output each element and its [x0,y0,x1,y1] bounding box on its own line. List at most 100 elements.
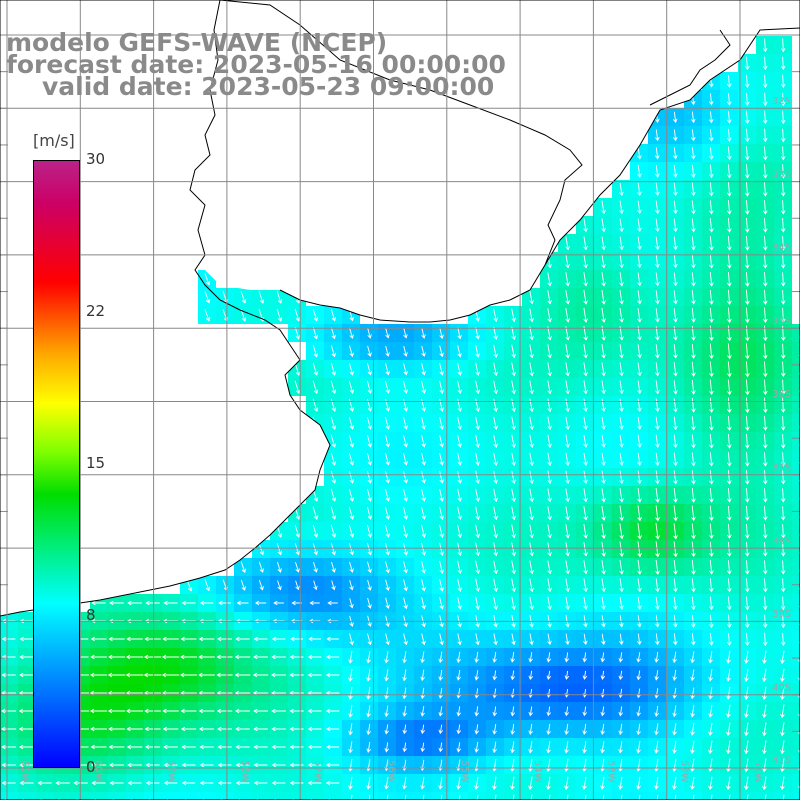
wind-arrow [474,651,479,663]
wind-arrow [780,38,786,53]
wind-arrow [745,217,750,233]
wind-arrow [780,379,786,396]
wind-arrow [619,344,624,359]
wind-arrow [690,129,696,142]
wind-arrow [601,380,606,395]
wind-cell [234,792,252,800]
wind-arrow [727,164,732,179]
wind-arrow [18,708,35,714]
wind-arrow [709,200,714,215]
wind-arrow [258,543,265,556]
wind-arrow [637,596,642,610]
wind-arrow [456,651,461,664]
wind-arrow [385,435,391,448]
wind-arrow [764,794,767,800]
wind-arrow [511,524,517,539]
wind-arrow [727,596,732,611]
wind-arrow [745,253,750,269]
wind-arrow [198,708,215,714]
wind-arrow [402,742,408,753]
latitude-label: 41S [772,756,791,767]
wind-arrow [547,272,552,287]
wind-arrow [386,795,389,800]
wind-cell [792,648,800,666]
latitude-label: 36S [772,389,791,400]
wind-arrow [295,561,300,573]
wind-arrow [240,561,247,574]
wind-arrow [673,596,678,611]
wind-arrow [762,236,768,251]
wind-arrow [655,487,660,503]
wind-arrow [565,344,570,359]
wind-arrow [529,416,534,431]
wind-arrow [493,326,498,340]
wind-arrow [601,633,606,646]
wind-arrow [218,600,231,606]
wind-arrow [637,200,642,215]
wind-arrow [199,744,214,750]
wind-arrow [600,723,605,735]
wind-arrow [762,452,768,467]
wind-arrow [602,794,605,800]
wind-arrow [601,236,606,251]
wind-arrow [708,669,713,682]
wind-arrow [457,398,463,413]
wind-arrow [271,762,286,768]
wind-arrow [438,687,443,699]
wind-arrow [780,776,785,791]
forecast-date: forecast date: 2023-05-16 00:00:00 [6,50,506,79]
wind-arrow [780,596,786,611]
wind-arrow [746,794,749,800]
wind-arrow [330,345,337,358]
wind-arrow [475,380,481,395]
wind-arrow [763,415,768,431]
wind-arrow [780,128,786,143]
wind-arrow [510,741,515,754]
wind-arrow [673,398,678,413]
wind-arrow [528,776,533,791]
wind-arrow [762,74,768,89]
wind-arrow [637,344,642,359]
wind-arrow [349,561,354,573]
wind-arrow [330,327,336,340]
wind-arrow [421,560,426,574]
wind-arrow [420,724,426,735]
wind-cell [738,792,756,800]
wind-arrow [726,110,732,124]
wind-cell [396,792,414,800]
wind-arrow [457,470,462,484]
wind-arrow [565,362,570,377]
wind-cell [540,792,558,800]
wind-arrow [547,452,552,467]
wind-arrow [439,452,444,466]
wind-arrow [493,416,498,431]
wind-arrow [637,272,642,287]
wind-arrow [565,560,570,575]
wind-arrow [762,271,768,287]
wind-arrow [475,506,481,521]
wind-arrow [547,506,552,521]
wind-arrow [349,598,354,609]
map-title: modelo GEFS-WAVE (NCEP) [6,28,388,57]
wind-arrow [348,723,353,736]
wind-arrow [493,362,498,377]
wind-arrow [762,56,768,71]
wind-arrow [709,254,714,269]
wind-cell [702,792,720,800]
wind-arrow [709,505,714,522]
wind-cell [792,486,800,504]
wind-arrow [582,758,587,772]
wind-arrow [330,398,337,413]
wind-arrow [511,470,516,485]
latitude-label: 35S [772,316,791,327]
wind-arrow [420,742,426,753]
wind-arrow [744,92,750,106]
wind-arrow [475,542,481,557]
wind-arrow [163,780,178,786]
wind-arrow [235,636,250,642]
wind-arrow [798,659,800,664]
wind-arrow [475,488,480,503]
wind-arrow [385,345,390,357]
wind-cell [792,630,800,648]
wind-arrow [349,633,354,646]
